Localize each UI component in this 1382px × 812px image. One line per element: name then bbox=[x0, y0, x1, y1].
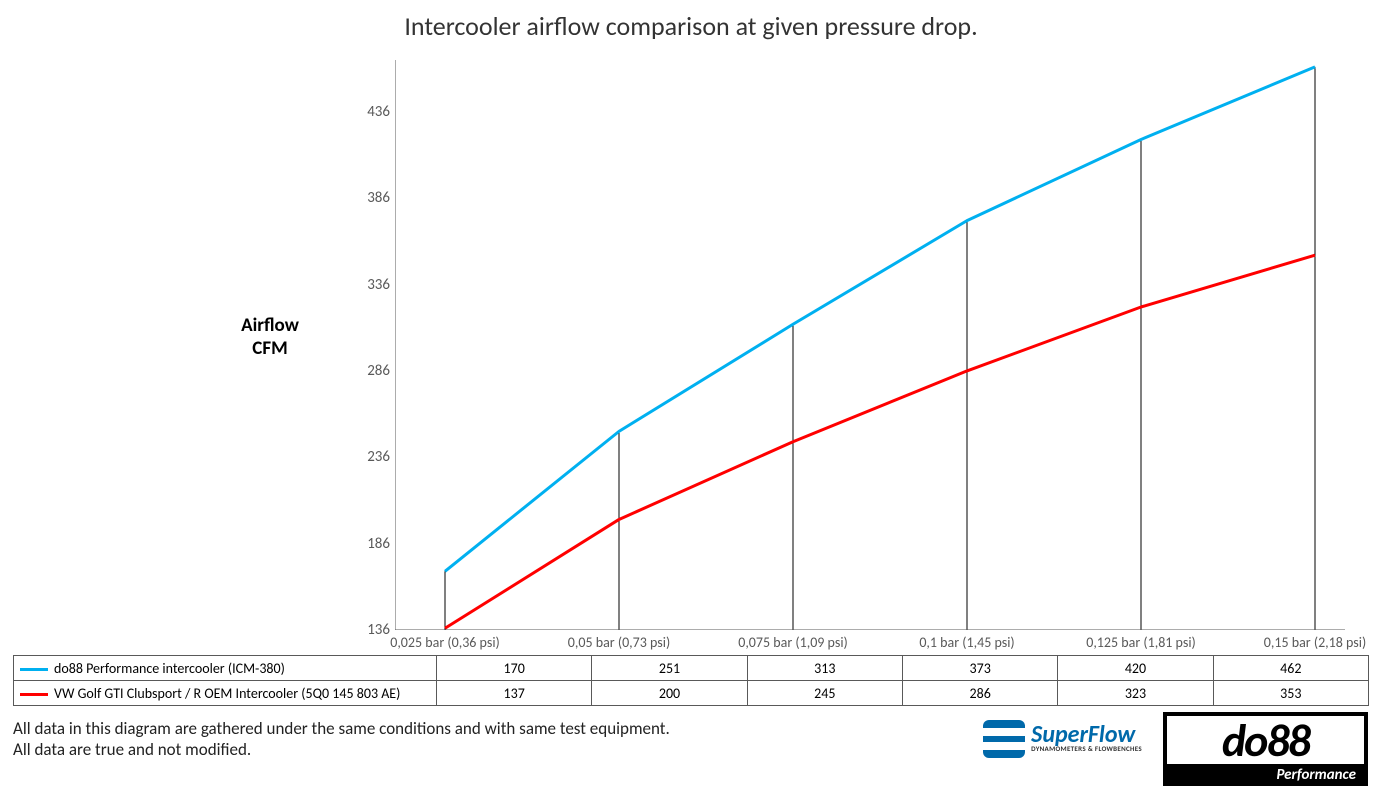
ylabel-line2: CFM bbox=[252, 337, 287, 360]
xtick-label: 0,15 bar (2,18 psi) bbox=[1264, 634, 1366, 651]
data-cell: 245 bbox=[747, 681, 902, 706]
data-cell: 323 bbox=[1058, 681, 1213, 706]
ytick-label: 186 bbox=[330, 535, 390, 553]
series-label-cell: VW Golf GTI Clubsport / R OEM Intercoole… bbox=[14, 681, 437, 706]
series-label-cell: do88 Performance intercooler (ICM-380) bbox=[14, 656, 437, 681]
y-axis-label: Airflow CFM bbox=[210, 315, 330, 361]
data-cell: 373 bbox=[902, 656, 1057, 681]
data-cell: 251 bbox=[592, 656, 747, 681]
xtick-label: 0,1 bar (1,45 psi) bbox=[919, 634, 1014, 651]
series-line-oem bbox=[445, 255, 1315, 628]
xtick-label: 0,075 bar (1,09 psi) bbox=[738, 634, 848, 651]
superflow-icon bbox=[983, 720, 1025, 758]
data-cell: 313 bbox=[747, 656, 902, 681]
superflow-logo: SuperFlow DYNAMOMETERS & FLOWBENCHES bbox=[983, 720, 1142, 758]
data-cell: 286 bbox=[902, 681, 1057, 706]
do88-name: do88 bbox=[1163, 712, 1368, 764]
do88-logo: do88 Performance bbox=[1163, 712, 1368, 786]
ytick-label: 236 bbox=[330, 448, 390, 466]
data-cell: 137 bbox=[437, 681, 592, 706]
data-cell: 420 bbox=[1058, 656, 1213, 681]
legend-swatch bbox=[20, 693, 48, 696]
chart-plot bbox=[395, 60, 1345, 630]
ytick-label: 436 bbox=[330, 103, 390, 121]
ytick-label: 336 bbox=[330, 276, 390, 294]
chart-title: Intercooler airflow comparison at given … bbox=[0, 10, 1382, 42]
superflow-name: SuperFlow bbox=[1031, 725, 1142, 744]
ytick-label: 386 bbox=[330, 189, 390, 207]
series-label-text: do88 Performance intercooler (ICM-380) bbox=[54, 660, 285, 677]
ylabel-line1: Airflow bbox=[241, 314, 299, 337]
series-line-do88 bbox=[445, 67, 1315, 571]
data-cell: 170 bbox=[437, 656, 592, 681]
footnote-line1: All data in this diagram are gathered un… bbox=[13, 718, 670, 739]
series-label-text: VW Golf GTI Clubsport / R OEM Intercoole… bbox=[54, 685, 400, 702]
xtick-label: 0,05 bar (0,73 psi) bbox=[568, 634, 670, 651]
data-cell: 353 bbox=[1213, 681, 1368, 706]
footnote: All data in this diagram are gathered un… bbox=[13, 718, 670, 761]
data-cell: 462 bbox=[1213, 656, 1368, 681]
footnote-line2: All data are true and not modified. bbox=[13, 739, 251, 760]
superflow-text-block: SuperFlow DYNAMOMETERS & FLOWBENCHES bbox=[1031, 725, 1142, 753]
ytick-label: 136 bbox=[330, 621, 390, 639]
xtick-label: 0,125 bar (1,81 psi) bbox=[1086, 634, 1196, 651]
table-row: VW Golf GTI Clubsport / R OEM Intercoole… bbox=[14, 681, 1369, 706]
chart-container: Intercooler airflow comparison at given … bbox=[0, 0, 1382, 812]
legend-swatch bbox=[20, 668, 48, 671]
table-row: do88 Performance intercooler (ICM-380) 17… bbox=[14, 656, 1369, 681]
data-cell: 200 bbox=[592, 681, 747, 706]
data-table: do88 Performance intercooler (ICM-380) 17… bbox=[13, 655, 1369, 706]
superflow-tagline: DYNAMOMETERS & FLOWBENCHES bbox=[1031, 744, 1142, 753]
ytick-label: 286 bbox=[330, 362, 390, 380]
xtick-label: 0,025 bar (0,36 psi) bbox=[390, 634, 500, 651]
